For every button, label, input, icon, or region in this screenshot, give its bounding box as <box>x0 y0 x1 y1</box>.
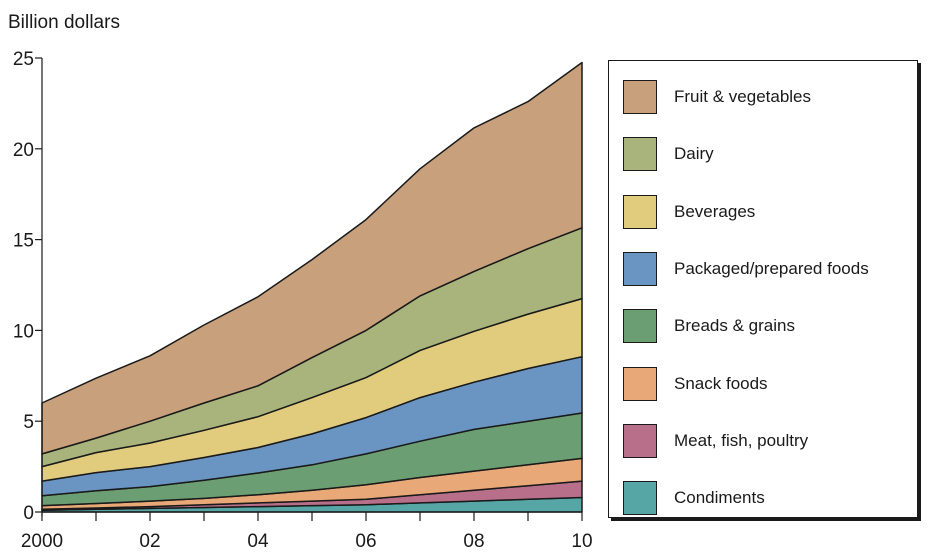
legend-label: Meat, fish, poultry <box>674 430 809 450</box>
legend-item-dairy: Dairy <box>623 136 714 172</box>
legend-swatch <box>623 423 657 458</box>
legend-label: Breads & grains <box>674 316 795 336</box>
legend-label: Fruit & vegetables <box>674 87 812 106</box>
y-tick-label: 25 <box>13 49 34 70</box>
legend-swatch <box>623 194 657 229</box>
legend-item-breads-grains: Breads & grains <box>623 308 795 344</box>
x-tick-label: 08 <box>463 531 484 552</box>
legend-item-snack-foods: Snack foods <box>623 366 768 402</box>
legend-label: Packaged/prepared foods <box>674 258 869 278</box>
legend-swatch <box>623 137 657 172</box>
x-tick-label: 02 <box>139 531 160 552</box>
legend-swatch <box>623 309 657 344</box>
legend-item-beverages: Beverages <box>623 194 755 230</box>
stacked-area-chart: 2000 02 04 06 08 10 0 5 10 15 20 25 <box>13 49 593 552</box>
legend-item-packaged-prepared-foods: Packaged/prepared foods <box>623 251 869 287</box>
legend-label: Condiments <box>674 488 765 508</box>
axes <box>35 57 583 521</box>
legend-swatch <box>623 481 657 516</box>
area-layers <box>41 61 583 513</box>
y-tick-label: 20 <box>13 140 34 161</box>
y-tick-label: 5 <box>23 412 34 433</box>
x-tick-label: 06 <box>355 531 376 552</box>
legend-swatch <box>623 366 657 401</box>
y-tick-label: 15 <box>13 231 34 252</box>
legend-item-condiments: Condiments <box>623 480 765 516</box>
legend-label: Beverages <box>674 201 756 221</box>
x-tick-label: 2000 <box>21 531 63 552</box>
area-fruit-vegetables <box>41 61 583 455</box>
legend: Fruit & vegetables Dairy Beverages Packaged… <box>608 60 918 518</box>
y-tick-label: 0 <box>23 503 34 524</box>
legend-item-fruit-vegetables: Fruit & vegetables <box>623 79 811 115</box>
legend-swatch <box>623 80 657 114</box>
legend-swatch <box>623 251 657 286</box>
y-tick-label: 10 <box>13 321 34 342</box>
legend-label: Dairy <box>674 144 714 164</box>
legend-item-meat-fish-poultry: Meat, fish, poultry <box>623 423 808 459</box>
y-axis-label: Billion dollars <box>8 12 120 33</box>
x-tick-label: 04 <box>247 531 269 552</box>
legend-label: Snack foods <box>674 373 768 393</box>
tick-labels: 2000 02 04 06 08 10 0 5 10 15 20 25 <box>13 49 593 552</box>
x-tick-label: 10 <box>571 531 592 552</box>
